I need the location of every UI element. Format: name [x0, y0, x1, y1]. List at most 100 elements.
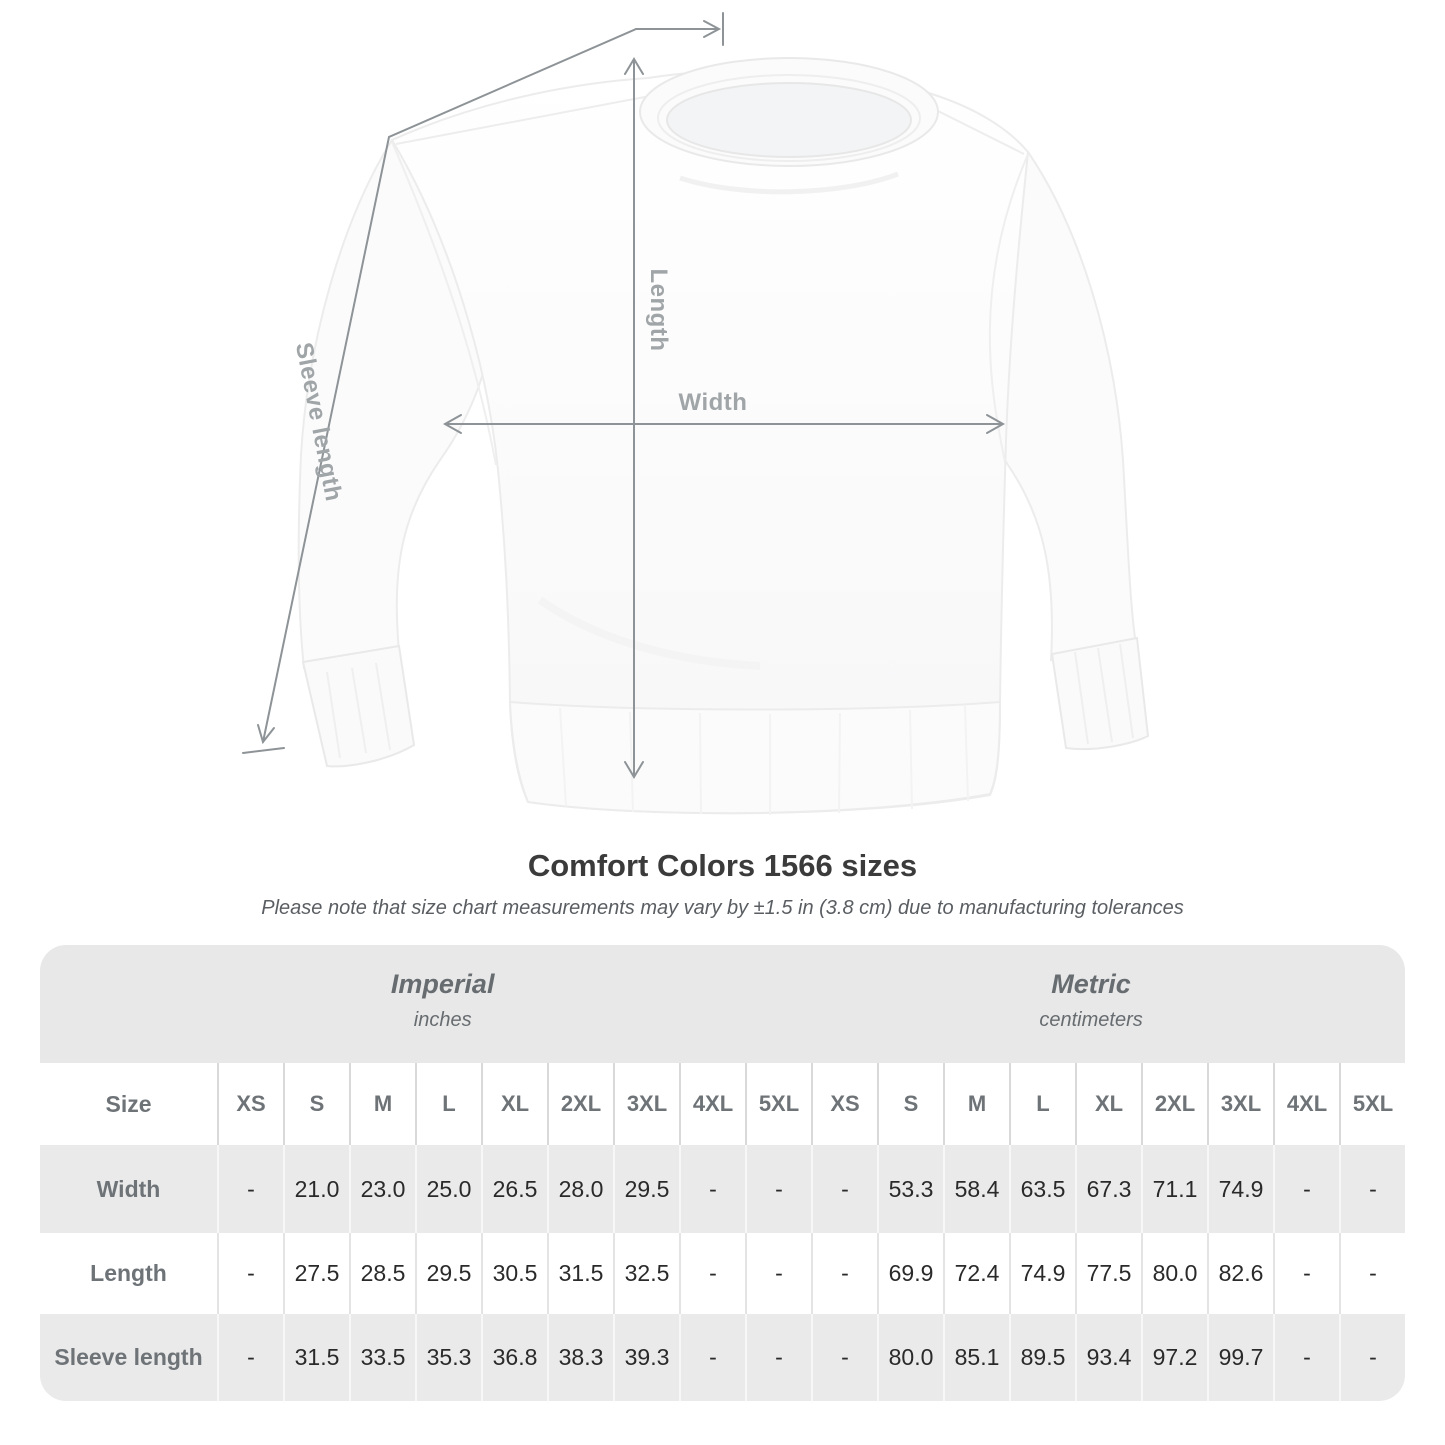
- measurement-cell: 85.1: [943, 1314, 1009, 1401]
- measurement-cell: 69.9: [877, 1233, 943, 1314]
- measurement-arrows: [242, 12, 1006, 779]
- measurement-cell: 77.5: [1075, 1233, 1141, 1314]
- table-body: Width -21.0 23.0 25.0 26.5 28.0 29.5- - -53.3 58.…: [40, 1145, 1405, 1401]
- units-header-band: Imperial inches Metric centimeters: [40, 945, 1405, 1063]
- measurement-cell: 26.5: [481, 1145, 547, 1233]
- measurement-cell: -: [811, 1145, 877, 1233]
- measurement-cell: -: [1273, 1314, 1339, 1401]
- measurement-cell: -: [745, 1314, 811, 1401]
- measurement-cell: -: [679, 1145, 745, 1233]
- size-column-header: 2XL: [1141, 1063, 1207, 1145]
- table-row: Length -27.5 28.5 29.5 30.5 31.5 32.5- - -69.9 72…: [40, 1233, 1405, 1314]
- torso: [390, 69, 1030, 815]
- cuffs: [301, 636, 1150, 768]
- sleeve-length-arrow: [242, 12, 724, 754]
- table-row: Sleeve length -31.5 33.5 35.3 36.8 38.3 39.3- -…: [40, 1314, 1405, 1401]
- measurement-cell: -: [1339, 1233, 1405, 1314]
- size-column-header: XS: [811, 1063, 877, 1145]
- measurement-cell: 58.4: [943, 1145, 1009, 1233]
- measurement-cell: -: [217, 1314, 283, 1401]
- sweatshirt-diagram: Width Length Sleeve length: [242, 12, 1150, 815]
- size-column-header: XL: [481, 1063, 547, 1145]
- measurement-cell: 28.0: [547, 1145, 613, 1233]
- measurement-cell: 29.5: [415, 1233, 481, 1314]
- measurement-cell: -: [679, 1314, 745, 1401]
- measurement-cell: -: [745, 1233, 811, 1314]
- measurement-cell: 53.3: [877, 1145, 943, 1233]
- size-chart-table: Imperial inches Metric centimeters Size …: [40, 945, 1405, 1401]
- size-col-header: Size: [105, 1090, 152, 1117]
- measurement-cell: 72.4: [943, 1233, 1009, 1314]
- measurement-cell: 67.3: [1075, 1145, 1141, 1233]
- measurement-cell: 31.5: [547, 1233, 613, 1314]
- row-label: Width: [96, 1175, 161, 1202]
- size-column-header: L: [415, 1063, 481, 1145]
- seams: [391, 95, 1029, 670]
- imperial-subtitle: inches: [413, 1009, 472, 1031]
- measurement-cell: -: [679, 1233, 745, 1314]
- measurement-cell: -: [811, 1314, 877, 1401]
- width-measure-label: Width: [678, 389, 748, 416]
- measurement-cell: 36.8: [481, 1314, 547, 1401]
- size-column-header: 2XL: [547, 1063, 613, 1145]
- measurement-cell: 63.5: [1009, 1145, 1075, 1233]
- size-column-header: 5XL: [1339, 1063, 1405, 1145]
- collar: [639, 57, 939, 167]
- metric-title: Metric: [1051, 969, 1131, 999]
- measurement-cell: 25.0: [415, 1145, 481, 1233]
- measurement-cell: 74.9: [1207, 1145, 1273, 1233]
- measurement-cell: -: [811, 1233, 877, 1314]
- size-column-header: S: [877, 1063, 943, 1145]
- row-label: Length: [90, 1260, 167, 1286]
- size-column-header: 4XL: [1273, 1063, 1339, 1145]
- measurement-cell: 39.3: [613, 1314, 679, 1401]
- size-column-header: M: [349, 1063, 415, 1145]
- measurement-cell: 31.5: [283, 1314, 349, 1401]
- measurement-cell: 32.5: [613, 1233, 679, 1314]
- measurement-cell: 80.0: [877, 1314, 943, 1401]
- measurement-cell: -: [1273, 1233, 1339, 1314]
- size-column-header: 3XL: [1207, 1063, 1273, 1145]
- waistband: [508, 700, 1002, 815]
- length-arrow: [624, 57, 644, 779]
- page-title: Comfort Colors 1566 sizes: [527, 848, 918, 883]
- measurement-cell: 38.3: [547, 1314, 613, 1401]
- size-column-header: L: [1009, 1063, 1075, 1145]
- measurement-cell: -: [217, 1145, 283, 1233]
- measurement-cell: 33.5: [349, 1314, 415, 1401]
- metric-header: Metric centimeters: [1039, 969, 1142, 1032]
- measurement-cell: 27.5: [283, 1233, 349, 1314]
- length-measure-label: Length: [645, 268, 672, 352]
- size-column-header: 5XL: [745, 1063, 811, 1145]
- measurement-cell: 74.9: [1009, 1233, 1075, 1314]
- size-column-header: XS: [217, 1063, 283, 1145]
- measurement-cell: 29.5: [613, 1145, 679, 1233]
- measurement-cell: -: [1339, 1314, 1405, 1401]
- measurement-cell: 99.7: [1207, 1314, 1273, 1401]
- size-column-header: S: [283, 1063, 349, 1145]
- measurement-cell: -: [1339, 1145, 1405, 1233]
- measurement-cell: 21.0: [283, 1145, 349, 1233]
- size-header-row: Size XS S M L XL 2XL 3XL 4XL 5XL XS S M L XL 2XL 3XL 4XL…: [40, 1063, 1405, 1145]
- size-column-header: 3XL: [613, 1063, 679, 1145]
- measurement-cell: 71.1: [1141, 1145, 1207, 1233]
- sweatshirt-graphic: [242, 12, 1150, 815]
- size-column-header: M: [943, 1063, 1009, 1145]
- measurement-cell: -: [1273, 1145, 1339, 1233]
- measurement-cell: 89.5: [1009, 1314, 1075, 1401]
- measurement-cell: 82.6: [1207, 1233, 1273, 1314]
- size-column-header: XL: [1075, 1063, 1141, 1145]
- measurement-cell: -: [745, 1145, 811, 1233]
- measurement-cell: 28.5: [349, 1233, 415, 1314]
- row-label: Sleeve length: [54, 1344, 203, 1370]
- measurement-cell: 80.0: [1141, 1233, 1207, 1314]
- imperial-header: Imperial inches: [391, 969, 495, 1032]
- measurement-cell: 23.0: [349, 1145, 415, 1233]
- measurement-cell: 93.4: [1075, 1314, 1141, 1401]
- metric-subtitle: centimeters: [1039, 1009, 1143, 1031]
- table-row: Width -21.0 23.0 25.0 26.5 28.0 29.5- - -53.3 58.…: [40, 1145, 1405, 1233]
- tolerance-note: Please note that size chart measurements…: [261, 897, 1184, 919]
- imperial-title: Imperial: [390, 969, 495, 999]
- measurement-cell: 35.3: [415, 1314, 481, 1401]
